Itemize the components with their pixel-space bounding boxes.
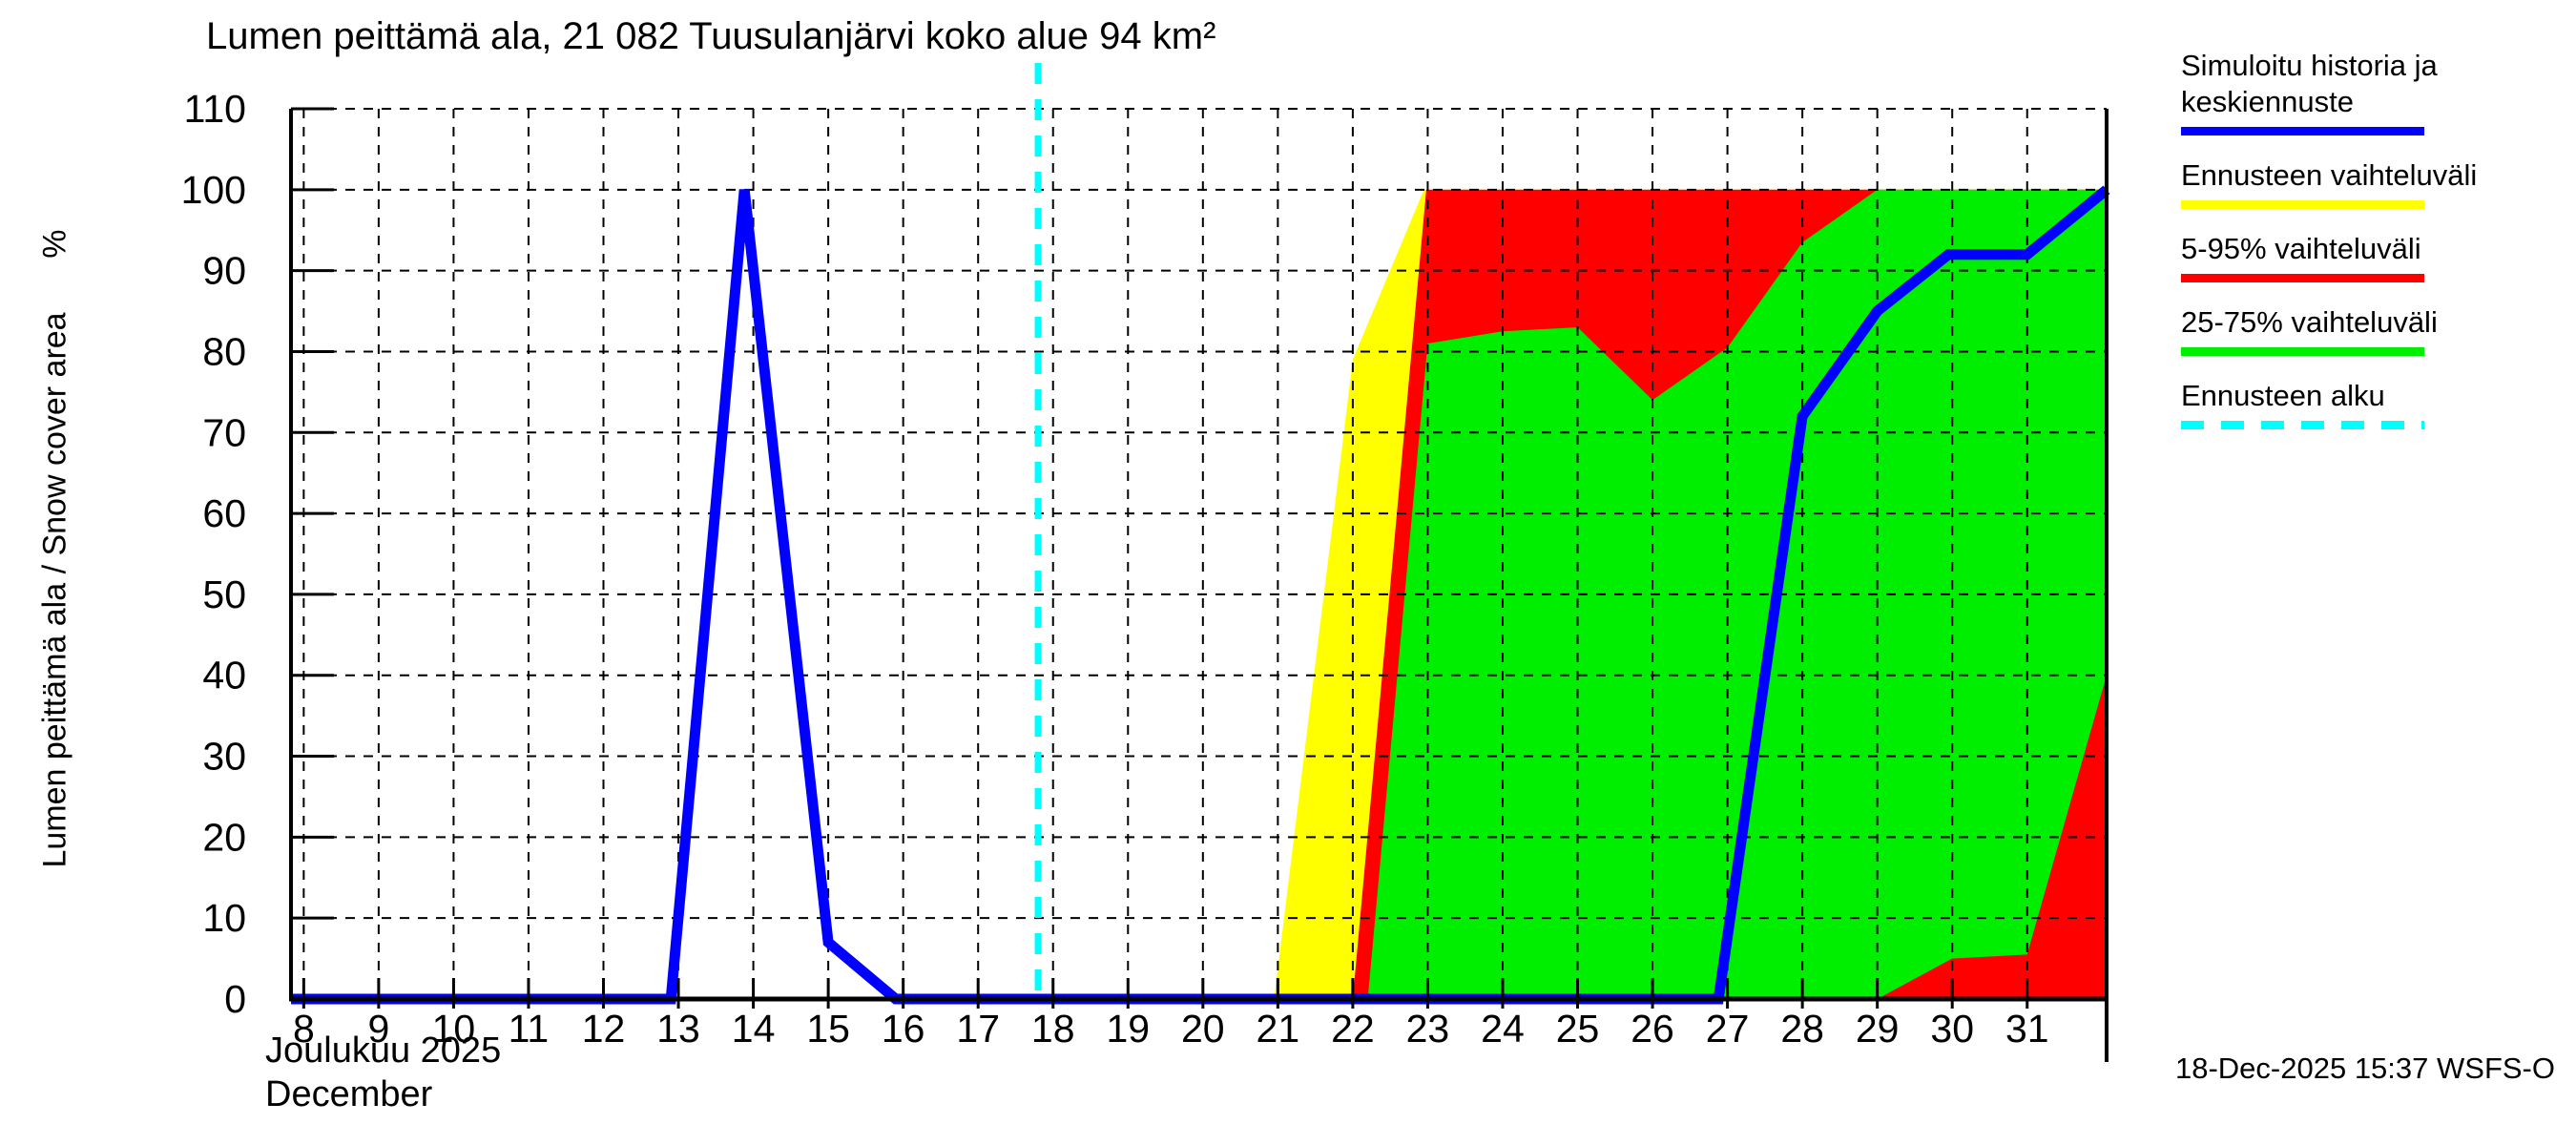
y-tick-label-60: 60	[202, 491, 246, 535]
x-tick-label-29: 29	[1856, 1007, 1900, 1051]
x-tick-label-28: 28	[1780, 1007, 1824, 1051]
x-tick-label-18: 18	[1031, 1007, 1075, 1051]
x-tick-label-21: 21	[1257, 1007, 1300, 1051]
legend-label: 25-75% vaihteluväli	[2181, 305, 2438, 339]
x-tick-label-25: 25	[1556, 1007, 1600, 1051]
x-tick-label-31: 31	[2005, 1007, 2049, 1051]
x-tick-label-15: 15	[806, 1007, 850, 1051]
x-tick-label-13: 13	[656, 1007, 700, 1051]
legend-label: Ennusteen vaihteluväli	[2181, 158, 2478, 192]
x-tick-label-8: 8	[293, 1007, 315, 1051]
legend-label: Simuloitu historia ja	[2181, 49, 2438, 82]
x-tick-label-26: 26	[1631, 1007, 1674, 1051]
x-tick-label-22: 22	[1331, 1007, 1375, 1051]
x-tick-label-17: 17	[956, 1007, 1000, 1051]
x-tick-label-24: 24	[1481, 1007, 1525, 1051]
legend: Simuloitu historia ja keskiennuste Ennus…	[2181, 48, 2563, 451]
legend-label: 5-95% vaihteluväli	[2181, 232, 2421, 265]
legend-sample-1	[2181, 200, 2424, 209]
legend-label: keskiennuste	[2181, 85, 2354, 118]
x-tick-label-27: 27	[1706, 1007, 1750, 1051]
legend-label: Ennusteen alku	[2181, 379, 2385, 412]
x-tick-label-14: 14	[732, 1007, 776, 1051]
x-tick-label-10: 10	[432, 1007, 476, 1051]
legend-item-history: Simuloitu historia ja keskiennuste	[2181, 48, 2563, 135]
x-tick-label-11: 11	[509, 1007, 550, 1051]
legend-sample-2	[2181, 274, 2424, 282]
y-tick-label-20: 20	[202, 815, 246, 859]
y-tick-label-100: 100	[181, 168, 246, 212]
legend-item-forecast-start: Ennusteen alku	[2181, 378, 2563, 429]
y-tick-label-70: 70	[202, 410, 246, 454]
green-band	[1367, 189, 2107, 1000]
legend-item-forecast-range: Ennusteen vaihteluväli	[2181, 157, 2563, 209]
y-tick-label-90: 90	[202, 249, 246, 293]
x-tick-label-30: 30	[1930, 1007, 1974, 1051]
y-tick-label-40: 40	[202, 654, 246, 697]
timestamp-watermark: 18-Dec-2025 15:37 WSFS-O	[2174, 1051, 2555, 1085]
x-tick-label-20: 20	[1181, 1007, 1225, 1051]
y-tick-label-50: 50	[202, 572, 246, 616]
legend-sample-0	[2181, 127, 2424, 135]
x-tick-label-9: 9	[367, 1007, 389, 1051]
legend-item-25-75: 25-75% vaihteluväli	[2181, 304, 2563, 356]
x-axis-label-fi: Joulukuu 2025	[265, 1030, 502, 1071]
y-tick-label-80: 80	[202, 329, 246, 373]
legend-sample-4	[2181, 421, 2424, 429]
y-tick-label-110: 110	[184, 87, 246, 131]
x-tick-label-23: 23	[1406, 1007, 1450, 1051]
x-tick-label-19: 19	[1106, 1007, 1150, 1051]
x-axis-label-en: December	[265, 1074, 433, 1114]
y-tick-label-10: 10	[202, 896, 246, 940]
y-tick-label-0: 0	[224, 977, 246, 1021]
legend-item-5-95: 5-95% vaihteluväli	[2181, 231, 2563, 282]
x-tick-label-16: 16	[882, 1007, 925, 1051]
chart-title: Lumen peittämä ala, 21 082 Tuusulanjärvi…	[206, 15, 1216, 57]
x-tick-label-12: 12	[582, 1007, 626, 1051]
y-tick-label-30: 30	[202, 735, 246, 779]
legend-sample-3	[2181, 347, 2424, 356]
